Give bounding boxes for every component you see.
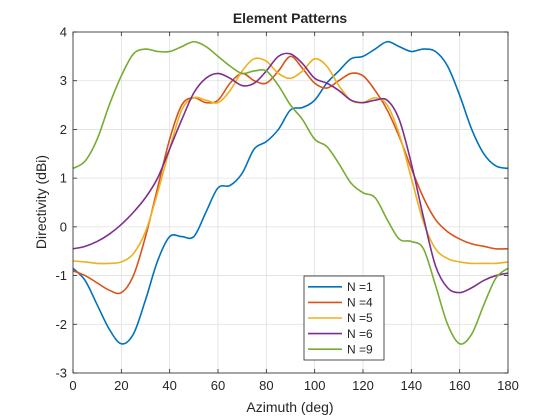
legend-label: N =4: [347, 296, 373, 310]
y-tick-label: 3: [60, 73, 67, 88]
x-tick-label: 60: [211, 378, 225, 393]
legend-label: N =6: [347, 327, 373, 341]
y-tick-label: -1: [55, 268, 67, 283]
x-tick-label: 80: [259, 378, 273, 393]
y-tick-label: 0: [60, 219, 67, 234]
legend-label: N =9: [347, 342, 373, 356]
x-axis-label: Azimuth (deg): [246, 399, 333, 415]
chart-title: Element Patterns: [233, 10, 348, 26]
y-tick-label: -3: [55, 366, 67, 381]
x-tick-label: 40: [162, 378, 176, 393]
y-tick-label: 1: [60, 171, 67, 186]
x-tick-label: 120: [352, 378, 374, 393]
series-line-3: [72, 57, 509, 265]
y-tick-label: 2: [60, 122, 67, 137]
legend-label: N =1: [347, 280, 373, 294]
series-line-1: [72, 40, 509, 345]
x-tick-label: 180: [497, 378, 519, 393]
axes-box: [72, 31, 509, 374]
x-tick-label: 100: [304, 378, 326, 393]
y-tick-label: -2: [55, 317, 67, 332]
y-axis-label: Directivity (dBi): [33, 155, 49, 249]
y-tick-label: 4: [60, 25, 67, 40]
plot-area: [73, 32, 508, 373]
series-line-2: [72, 55, 509, 295]
legend-label: N =5: [347, 311, 373, 325]
series-layer: [72, 40, 509, 345]
x-tick-label: 140: [400, 378, 422, 393]
x-tick-label: 160: [449, 378, 471, 393]
legend: N =1 N =4N =5 N =6N =9: [303, 275, 385, 361]
series-line-4: [72, 52, 509, 294]
x-tick-label: 20: [114, 378, 128, 393]
series-line-5: [72, 40, 509, 345]
ticks: 0 20 40 60 80 100 120 140 160 180 -3 -2 -1 0 1 2 3 4: [55, 25, 518, 394]
x-tick-label: 0: [69, 378, 76, 393]
